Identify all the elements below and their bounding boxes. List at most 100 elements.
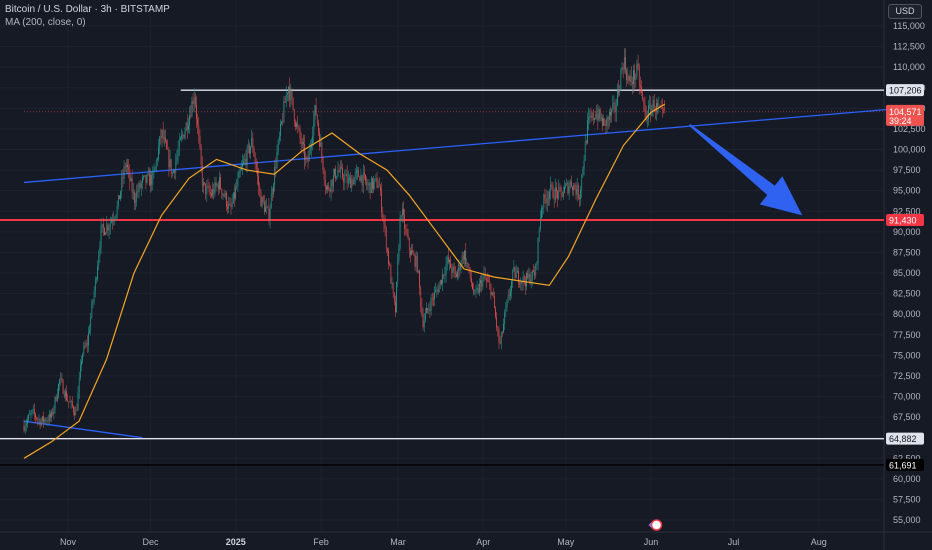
candle-body bbox=[504, 312, 506, 324]
candle-body bbox=[382, 212, 384, 219]
price-level-tag bbox=[886, 214, 924, 227]
candle-body bbox=[444, 274, 446, 276]
candle-body bbox=[206, 185, 208, 195]
candle-body bbox=[220, 177, 221, 189]
candle-body bbox=[180, 137, 181, 140]
candle-body bbox=[437, 289, 439, 293]
candle-body bbox=[117, 195, 119, 206]
candle-body bbox=[196, 104, 197, 119]
candle-body bbox=[252, 138, 254, 149]
trendline bbox=[23, 107, 902, 184]
candle-body bbox=[597, 113, 599, 121]
candle-body bbox=[403, 208, 404, 215]
candle-body bbox=[227, 206, 228, 209]
candle-body bbox=[356, 171, 357, 174]
candle-body bbox=[611, 109, 612, 116]
candle-body bbox=[568, 186, 570, 194]
candle-body bbox=[60, 378, 62, 380]
candle-body bbox=[346, 174, 348, 184]
candle-body bbox=[558, 186, 560, 199]
us-flag-icon[interactable] bbox=[650, 519, 663, 531]
candle-body bbox=[99, 247, 101, 256]
candle-body bbox=[272, 193, 273, 195]
candle-body bbox=[482, 276, 484, 287]
candle-body bbox=[484, 274, 486, 279]
candle-body bbox=[230, 204, 232, 207]
candle-body bbox=[191, 101, 193, 117]
candle-body bbox=[612, 104, 614, 110]
candle-body bbox=[559, 186, 561, 188]
candle-body bbox=[172, 172, 173, 174]
event-markers[interactable] bbox=[648, 519, 663, 531]
ma-series bbox=[23, 103, 666, 459]
candle-body bbox=[173, 170, 174, 173]
candle-body bbox=[664, 108, 665, 110]
candle-body bbox=[242, 163, 243, 167]
candle-body bbox=[370, 177, 372, 193]
candle-body bbox=[161, 130, 163, 139]
time-tick-label[interactable]: Nov bbox=[60, 537, 77, 547]
candle-body bbox=[464, 250, 465, 260]
candle-body bbox=[25, 423, 27, 427]
candle-body bbox=[640, 85, 641, 87]
time-tick-label[interactable]: Jul bbox=[728, 537, 740, 547]
price-tick-label: 70,000 bbox=[893, 392, 921, 402]
candle-body bbox=[89, 329, 90, 333]
currency-button[interactable]: USD bbox=[888, 4, 922, 19]
candle-body bbox=[451, 268, 453, 273]
time-tick-label[interactable]: Feb bbox=[313, 537, 329, 547]
symbol-title[interactable]: Bitcoin / U.S. Dollar · 3h · BITSTAMP bbox=[5, 4, 170, 15]
candle-body bbox=[292, 97, 294, 110]
time-tick-label[interactable]: Dec bbox=[142, 537, 159, 547]
candle-body bbox=[38, 419, 40, 420]
candle-body bbox=[142, 177, 143, 183]
candle-body bbox=[61, 378, 63, 381]
candle-body bbox=[429, 309, 431, 311]
time-tick-label[interactable]: 2025 bbox=[226, 537, 246, 547]
candle-body bbox=[534, 272, 535, 276]
trendline bbox=[23, 420, 143, 439]
candle-body bbox=[395, 301, 396, 313]
candle-body bbox=[506, 300, 508, 308]
candle-body bbox=[149, 173, 150, 186]
candle-body bbox=[193, 97, 195, 104]
candle-body bbox=[431, 298, 433, 299]
candle-body bbox=[126, 164, 127, 168]
time-axis[interactable]: Nov Dec 2025 Feb Mar Apr May Jun Jul Aug bbox=[60, 537, 827, 547]
candle-body bbox=[175, 161, 177, 173]
candle-body bbox=[131, 178, 133, 193]
time-tick-label[interactable]: May bbox=[557, 537, 575, 547]
candle-body bbox=[244, 158, 246, 162]
candle-body bbox=[499, 342, 501, 344]
time-tick-label[interactable]: Apr bbox=[476, 537, 490, 547]
price-tick-label: 85,000 bbox=[893, 268, 921, 278]
indicator-label[interactable]: MA (200, close, 0) bbox=[5, 17, 86, 28]
candle-body bbox=[621, 67, 623, 72]
candle-body bbox=[479, 283, 480, 293]
time-tick-label[interactable]: Mar bbox=[390, 537, 406, 547]
time-tick-label[interactable]: Jun bbox=[644, 537, 659, 547]
candle-body bbox=[257, 169, 258, 176]
event-marker-icon[interactable] bbox=[648, 522, 652, 528]
candle-body bbox=[198, 125, 200, 137]
candle-body bbox=[488, 280, 489, 282]
candle-body bbox=[178, 139, 180, 151]
candle-body bbox=[258, 175, 259, 187]
candle-body bbox=[511, 281, 512, 292]
candle-body bbox=[441, 280, 442, 285]
candle-body bbox=[474, 290, 476, 293]
candle-body bbox=[634, 70, 635, 80]
time-tick-label[interactable]: Aug bbox=[811, 537, 827, 547]
candle-body bbox=[519, 282, 520, 285]
candle-body bbox=[335, 168, 336, 179]
candle-body bbox=[200, 147, 202, 165]
candle-body bbox=[338, 170, 340, 172]
candle-body bbox=[106, 224, 108, 233]
candle-body bbox=[54, 396, 56, 409]
candle-body bbox=[154, 166, 156, 171]
candle-body bbox=[120, 191, 121, 200]
candle-body bbox=[469, 267, 471, 278]
price-axis[interactable]: 55,00057,50060,00062,50065,00067,50070,0… bbox=[893, 21, 926, 525]
candle-body bbox=[98, 255, 100, 267]
